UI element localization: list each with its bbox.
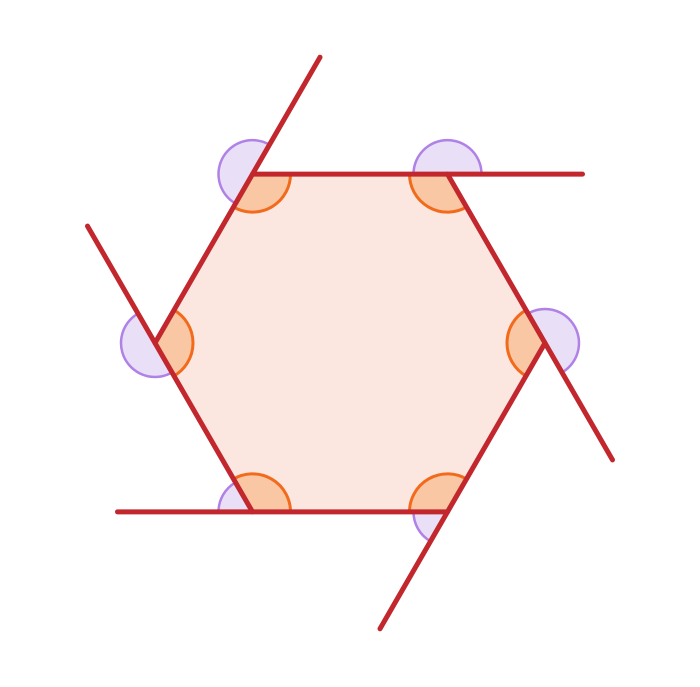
hexagon-fill xyxy=(155,174,545,512)
hexagon-fill-layer xyxy=(155,174,545,512)
side-extension xyxy=(88,226,156,343)
side-extension xyxy=(380,512,448,629)
side-extension xyxy=(253,57,321,174)
side-extension xyxy=(545,343,613,460)
hexagon-angle-diagram xyxy=(0,0,700,687)
